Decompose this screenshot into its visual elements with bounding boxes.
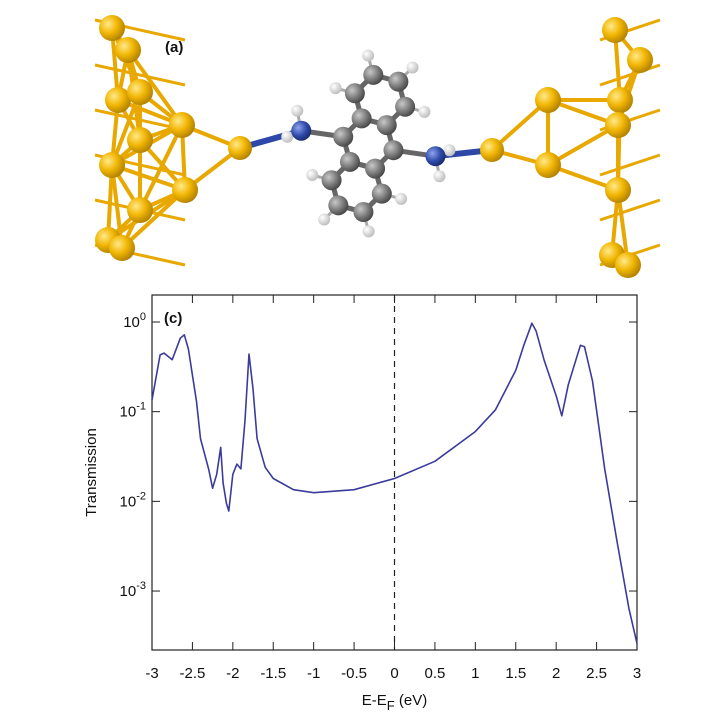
- y-tick-base: 10: [120, 493, 137, 510]
- atom: [425, 146, 446, 167]
- bond: [599, 153, 661, 177]
- atom: [291, 120, 312, 141]
- y-tick-base: 10: [123, 314, 140, 331]
- atom: [607, 87, 633, 113]
- y-tick-exponent: -3: [136, 580, 146, 592]
- atom: [480, 138, 504, 162]
- x-tick-label: -3: [145, 665, 158, 682]
- atom: [115, 37, 141, 63]
- atom: [228, 136, 252, 160]
- atom: [363, 64, 384, 85]
- atom: [127, 197, 153, 223]
- atom: [127, 127, 153, 153]
- atom: [605, 112, 631, 138]
- atom: [329, 82, 342, 95]
- x-axis-title-main: E-E: [362, 692, 387, 709]
- bond: [110, 91, 142, 166]
- atom: [99, 15, 125, 41]
- atom: [281, 130, 294, 143]
- y-tick-base: 10: [120, 404, 137, 421]
- atom: [321, 170, 342, 191]
- x-tick-label: -2.5: [179, 665, 205, 682]
- x-tick-label: 1: [471, 665, 479, 682]
- atom: [388, 71, 409, 92]
- y-axis-title: Transmission: [83, 428, 100, 517]
- bond: [94, 63, 186, 87]
- atom: [362, 225, 375, 238]
- atom: [418, 105, 431, 118]
- bond: [138, 124, 184, 211]
- atom: [406, 61, 419, 74]
- x-tick-label: -0.5: [341, 665, 367, 682]
- atom: [376, 115, 397, 136]
- atom: [433, 170, 446, 183]
- atom: [383, 140, 404, 161]
- atom: [535, 87, 561, 113]
- atom: [362, 49, 375, 62]
- atom: [127, 79, 153, 105]
- x-tick-label: -1: [307, 665, 320, 682]
- atom: [605, 177, 631, 203]
- y-tick-exponent: -1: [136, 401, 146, 413]
- atom: [602, 17, 628, 43]
- x-tick-label: 2: [552, 665, 560, 682]
- atom: [443, 144, 456, 157]
- atom: [339, 151, 360, 172]
- x-axis-title-subscript: F: [387, 698, 395, 713]
- y-tick-exponent: -2: [136, 490, 146, 502]
- atom: [99, 152, 125, 178]
- bond: [126, 48, 184, 127]
- atom: [535, 152, 561, 178]
- x-tick-label: 3: [633, 665, 641, 682]
- atom: [169, 112, 195, 138]
- bond: [599, 198, 661, 222]
- atom: [627, 47, 653, 73]
- atom: [172, 177, 198, 203]
- atom: [333, 126, 354, 147]
- transmission-plot: -3 -2.5 -2 -1.5 -1 -0.5 0 0.5 1 1.5 2 2.5 310010-110…: [83, 294, 641, 713]
- panel-label: (c): [164, 310, 182, 327]
- panel-label: (a): [165, 39, 183, 56]
- x-tick-label: 1.5: [505, 665, 526, 682]
- y-tick-label: 10-1: [120, 401, 146, 421]
- x-tick-label: 2.5: [586, 665, 607, 682]
- atom: [109, 235, 135, 261]
- atom: [344, 83, 365, 104]
- x-tick-label: 0.5: [424, 665, 445, 682]
- x-tick-label: 0: [390, 665, 398, 682]
- atom: [615, 252, 641, 278]
- transmission-line: [151, 322, 638, 644]
- y-tick-label: 10-2: [120, 490, 146, 510]
- bond: [120, 188, 187, 250]
- x-axis-title: E-EF (eV): [362, 692, 427, 713]
- molecule-illustration: [94, 15, 661, 278]
- y-tick-label: 100: [123, 311, 146, 331]
- bond: [599, 63, 661, 87]
- atom: [105, 87, 131, 113]
- y-tick-label: 10-3: [120, 580, 146, 600]
- atom: [371, 183, 392, 204]
- x-tick-label: -1.5: [260, 665, 286, 682]
- x-axis-title-suffix: (eV): [395, 692, 428, 709]
- atom: [353, 202, 374, 223]
- y-tick-exponent: 0: [140, 311, 146, 323]
- atom: [395, 192, 408, 205]
- x-tick-label: -2: [226, 665, 239, 682]
- atom: [351, 108, 372, 129]
- bond: [547, 123, 619, 167]
- atom: [395, 96, 416, 117]
- atom: [306, 169, 319, 182]
- atom: [291, 104, 304, 117]
- atom: [318, 213, 331, 226]
- atom: [328, 195, 349, 216]
- atom: [365, 158, 386, 179]
- y-tick-base: 10: [120, 583, 137, 600]
